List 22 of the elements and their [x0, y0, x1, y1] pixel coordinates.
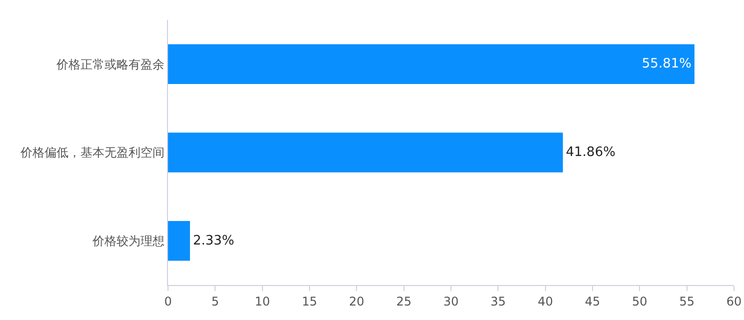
x-tick-label: 25	[396, 294, 412, 308]
x-tick-label: 35	[490, 294, 506, 308]
x-tick-label: 40	[538, 294, 553, 308]
x-tick-label: 60	[726, 294, 742, 308]
x-tick-label: 45	[584, 294, 600, 308]
y-tick-label: 价格正常或略有盈余	[56, 57, 165, 72]
bar	[168, 220, 190, 261]
x-tick-label: 55	[679, 294, 694, 308]
x-tick-label: 20	[349, 294, 364, 308]
data-label: 2.33%	[192, 233, 234, 248]
x-tick-label: 15	[302, 294, 318, 308]
x-tick-label: 5	[211, 294, 219, 308]
x-tick-label: 50	[632, 294, 648, 308]
data-label: 41.86%	[566, 145, 616, 160]
x-tick-label: 10	[254, 294, 270, 308]
data-label: 55.81%	[642, 56, 692, 72]
y-tick-label: 价格偏低，基本无盈利空间	[20, 146, 165, 160]
bar	[168, 132, 563, 172]
bar	[168, 44, 694, 84]
y-tick-label: 价格较为理想	[92, 234, 165, 248]
x-tick-label: 30	[443, 294, 459, 308]
x-tick-label: 0	[164, 294, 172, 308]
